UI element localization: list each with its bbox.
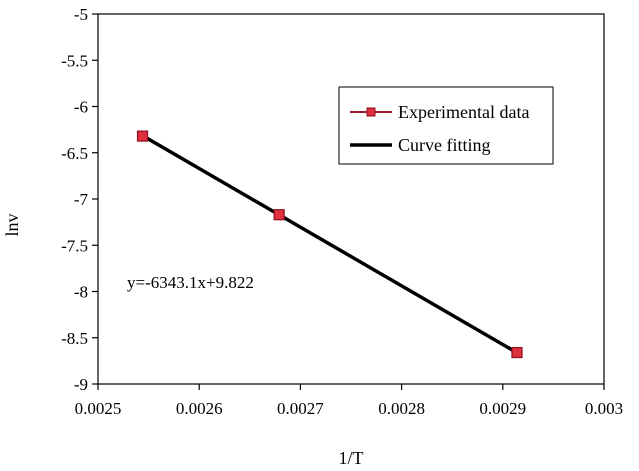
x-tick-label: 0.0025 <box>75 399 122 418</box>
y-tick-label: -6 <box>74 98 88 117</box>
y-tick-label: -5.5 <box>61 51 88 70</box>
y-tick-label: -5 <box>74 5 88 24</box>
experimental-data-point <box>273 209 285 221</box>
x-tick-label: 0.003 <box>585 399 623 418</box>
y-tick-label: -7.5 <box>61 236 88 255</box>
x-tick-label: 0.0027 <box>277 399 324 418</box>
x-axis-ticks: 0.0025 0.0026 0.0027 0.0028 0.0029 0.003 <box>75 384 623 418</box>
y-tick-label: -6.5 <box>61 144 88 163</box>
x-axis-label: 1/T <box>339 448 364 468</box>
plot-area <box>97 13 605 385</box>
y-axis-label: lnv <box>2 213 22 236</box>
y-tick-label: -9 <box>74 375 88 394</box>
fit-line <box>140 133 519 355</box>
y-tick-label: -8.5 <box>61 329 88 348</box>
fit-equation-annotation: y=-6343.1x+9.822 <box>127 273 254 292</box>
legend: Experimental data Curve fitting <box>338 86 554 165</box>
legend-label-experimental: Experimental data <box>398 102 529 122</box>
x-tick-label: 0.0029 <box>479 399 526 418</box>
legend-label-curve-fitting: Curve fitting <box>398 135 491 155</box>
series-layer <box>136 130 523 359</box>
y-tick-label: -7 <box>74 190 89 209</box>
legend-box <box>338 86 554 165</box>
x-tick-label: 0.0026 <box>176 399 223 418</box>
x-tick-label: 0.0028 <box>378 399 425 418</box>
legend-item-curve-fitting: Curve fitting <box>350 135 491 155</box>
y-tick-label: -8 <box>74 283 88 302</box>
legend-item-experimental-data: Experimental data <box>350 102 529 122</box>
experimental-data-point <box>511 346 523 359</box>
experimental-data-point <box>136 130 149 142</box>
y-axis-ticks: -9 -8.5 -8 -7.5 -7 -6.5 -6 -5.5 -5 <box>61 5 98 394</box>
legend-experimental-marker-icon <box>366 107 376 117</box>
